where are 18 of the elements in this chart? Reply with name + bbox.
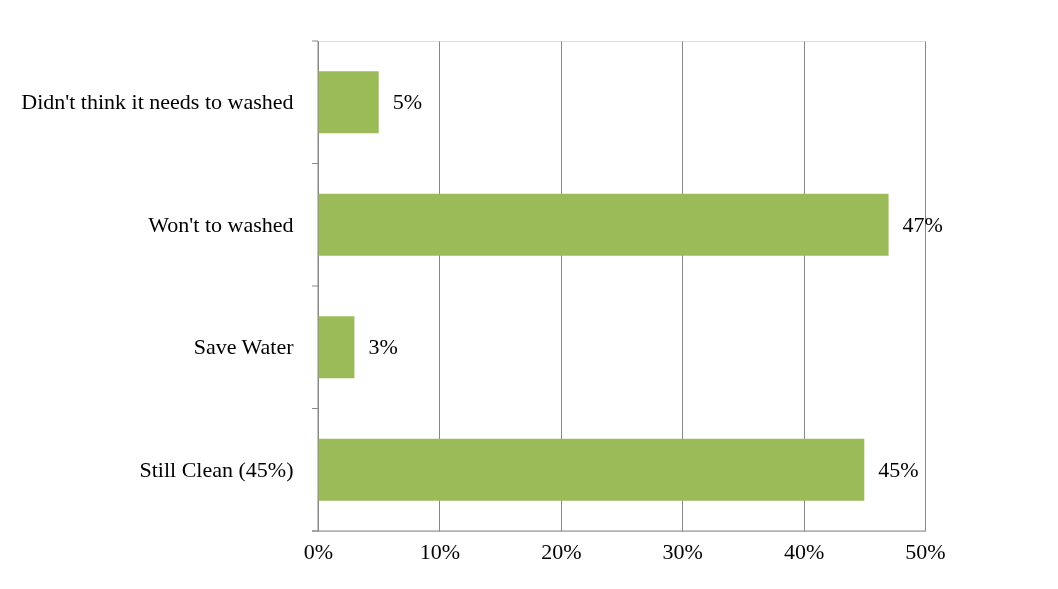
x-tick-label: 10% bbox=[419, 538, 461, 564]
x-tick-label: 40% bbox=[783, 538, 825, 564]
x-tick-label: 20% bbox=[541, 538, 582, 564]
y-tick-label: Save Water bbox=[193, 334, 295, 360]
bar bbox=[318, 193, 889, 256]
y-tick-label: Still Clean (45%) bbox=[139, 456, 294, 482]
bar bbox=[318, 71, 379, 134]
x-tick-label: 50% bbox=[905, 538, 946, 564]
data-label: 3% bbox=[368, 334, 398, 360]
bar bbox=[318, 438, 865, 501]
data-label: 5% bbox=[392, 89, 423, 115]
y-tick-label: Won't to washed bbox=[148, 211, 294, 237]
x-tick-label: 30% bbox=[662, 538, 703, 564]
x-tick-label: 0% bbox=[303, 538, 334, 564]
bar bbox=[318, 316, 355, 379]
data-label: 47% bbox=[902, 211, 943, 237]
data-label: 45% bbox=[878, 456, 919, 482]
y-tick-label: Didn't think it needs to washed bbox=[21, 89, 294, 115]
